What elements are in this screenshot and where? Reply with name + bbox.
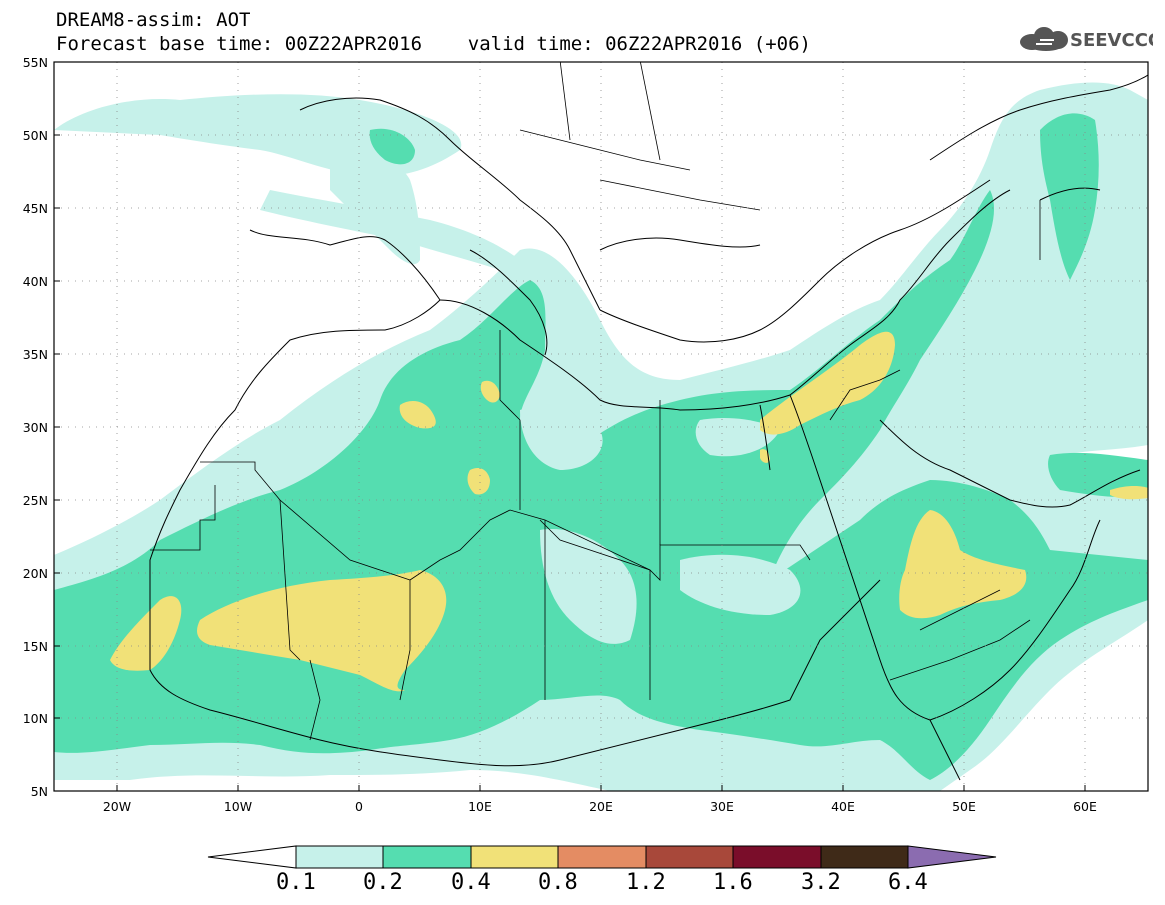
colorbar-label: 1.6 — [713, 870, 753, 895]
grid-lines — [54, 62, 1148, 791]
lon-label: 20W — [103, 799, 131, 814]
colorbar-segment — [295, 845, 384, 869]
aot-0.4-0.8-region — [110, 331, 1148, 692]
colorbar-segment — [732, 845, 822, 869]
lat-label: 5N — [31, 784, 48, 799]
colorbar-label: 0.4 — [451, 870, 491, 895]
lat-label: 40N — [23, 274, 48, 289]
colorbar-label: 1.2 — [626, 870, 666, 895]
lat-label: 20N — [23, 566, 48, 581]
colorbar-label: 0.2 — [363, 870, 403, 895]
colorbar-label: 3.2 — [801, 870, 841, 895]
lat-label: 45N — [23, 201, 48, 216]
lat-label: 50N — [23, 128, 48, 143]
colorbar-segment — [470, 845, 559, 869]
lat-label: 35N — [23, 347, 48, 362]
colorbar-segment — [557, 845, 647, 869]
colorbar-segment — [382, 845, 472, 869]
lat-label: 25N — [23, 493, 48, 508]
lat-label: 30N — [23, 420, 48, 435]
axis-ticks — [54, 134, 1086, 791]
lat-label: 15N — [23, 639, 48, 654]
coastlines — [149, 74, 1148, 781]
colorbar-label: 0.1 — [276, 870, 316, 895]
latitude-labels: 55N 50N 45N 40N 35N 30N 25N 20N 15N 10N … — [23, 55, 48, 799]
colorbar-segment — [820, 845, 909, 869]
colorbar-segment — [645, 845, 734, 869]
lon-label: 40E — [831, 799, 855, 814]
colorbar-upper-arrow — [907, 845, 997, 869]
lon-label: 10E — [468, 799, 492, 814]
cloud-icon — [1020, 27, 1068, 51]
longitude-labels: 20W 10W 0 10E 20E 30E 40E 50E 60E — [103, 799, 1097, 814]
lon-label: 20E — [589, 799, 613, 814]
forecast-time-info: Forecast base time: 00Z22APR2016 valid t… — [56, 33, 811, 55]
logo-text: SEEVCCC — [1070, 30, 1153, 51]
lon-label: 30E — [710, 799, 734, 814]
lon-label: 50E — [952, 799, 976, 814]
lon-label: 60E — [1073, 799, 1097, 814]
country-borders — [150, 62, 1041, 741]
lon-label: 0 — [355, 799, 363, 814]
colorbar-lower-arrow — [207, 845, 297, 869]
colorbar — [207, 845, 997, 869]
seevccc-logo: SEEVCCC — [1018, 24, 1161, 54]
map-title: DREAM8-assim: AOT — [56, 9, 251, 31]
lat-label: 55N — [23, 55, 48, 70]
lon-label: 10W — [224, 799, 252, 814]
colorbar-label: 0.8 — [538, 870, 578, 895]
colorbar-label: 6.4 — [888, 870, 928, 895]
lat-label: 10N — [23, 711, 48, 726]
